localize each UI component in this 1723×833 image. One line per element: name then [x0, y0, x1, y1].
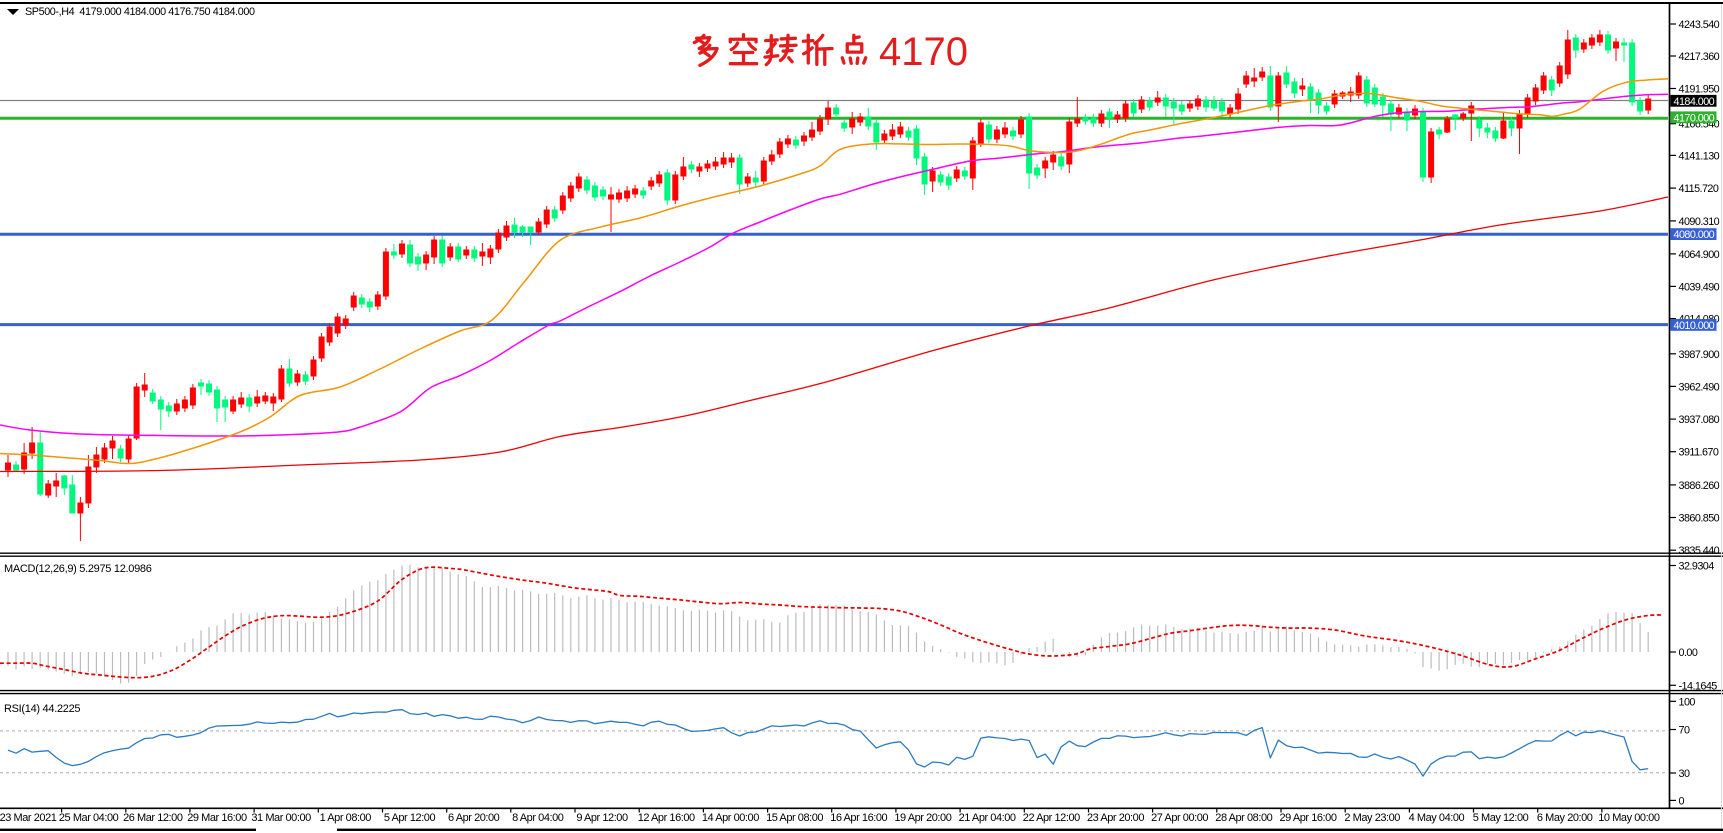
svg-text:29 Mar 16:00: 29 Mar 16:00: [187, 812, 247, 824]
svg-text:23 Apr 20:00: 23 Apr 20:00: [1087, 812, 1144, 824]
svg-text:SP500-,H4 4179.000 4184.000 4: SP500-,H4 4179.000 4184.000 4176.750 418…: [25, 6, 255, 18]
svg-text:3962.490: 3962.490: [1679, 381, 1720, 393]
svg-text:4039.490: 4039.490: [1679, 281, 1720, 293]
svg-text:4064.900: 4064.900: [1679, 249, 1720, 261]
svg-text:4080.000: 4080.000: [1674, 229, 1715, 241]
svg-text:3987.900: 3987.900: [1679, 349, 1720, 361]
svg-text:0.00: 0.00: [1679, 647, 1698, 659]
svg-text:31 Mar 00:00: 31 Mar 00:00: [251, 812, 311, 824]
svg-text:4217.360: 4217.360: [1679, 51, 1720, 63]
svg-text:28 Apr 08:00: 28 Apr 08:00: [1215, 812, 1272, 824]
svg-text:6 Apr 20:00: 6 Apr 20:00: [448, 812, 500, 824]
svg-text:0: 0: [1679, 795, 1685, 807]
svg-text:4090.310: 4090.310: [1679, 216, 1720, 228]
svg-text:9 Apr 12:00: 9 Apr 12:00: [576, 812, 628, 824]
svg-text:70: 70: [1679, 725, 1690, 737]
svg-text:10 May 00:00: 10 May 00:00: [1598, 812, 1660, 824]
svg-text:14 Apr 00:00: 14 Apr 00:00: [702, 812, 759, 824]
svg-text:4010.000: 4010.000: [1674, 320, 1715, 332]
svg-text:32.9304: 32.9304: [1679, 561, 1715, 573]
svg-text:3911.670: 3911.670: [1679, 447, 1719, 459]
svg-text:5 May 12:00: 5 May 12:00: [1473, 812, 1529, 824]
svg-text:3860.850: 3860.850: [1679, 513, 1720, 525]
svg-text:4115.720: 4115.720: [1679, 183, 1719, 195]
svg-text:27 Apr 00:00: 27 Apr 00:00: [1151, 812, 1208, 824]
svg-text:-14.1645: -14.1645: [1679, 680, 1718, 692]
svg-text:100: 100: [1679, 696, 1696, 708]
svg-text:RSI(14) 44.2225: RSI(14) 44.2225: [4, 703, 80, 715]
svg-text:16 Apr 16:00: 16 Apr 16:00: [830, 812, 887, 824]
svg-text:8 Apr 04:00: 8 Apr 04:00: [512, 812, 564, 824]
svg-text:4191.950: 4191.950: [1679, 84, 1720, 96]
svg-text:4170: 4170: [879, 30, 968, 74]
svg-text:6 May 20:00: 6 May 20:00: [1537, 812, 1593, 824]
svg-text:22 Apr 12:00: 22 Apr 12:00: [1023, 812, 1080, 824]
svg-text:3886.260: 3886.260: [1679, 480, 1720, 492]
svg-text:3937.080: 3937.080: [1679, 414, 1720, 426]
svg-text:3835.440: 3835.440: [1679, 545, 1720, 557]
svg-text:25 Mar 04:00: 25 Mar 04:00: [59, 812, 119, 824]
svg-text:5 Apr 12:00: 5 Apr 12:00: [384, 812, 436, 824]
svg-text:4170.000: 4170.000: [1674, 112, 1715, 124]
svg-text:4184.000: 4184.000: [1674, 96, 1715, 108]
svg-text:4243.540: 4243.540: [1679, 19, 1720, 31]
svg-text:MACD(12,26,9) 5.2975 12.0986: MACD(12,26,9) 5.2975 12.0986: [4, 563, 152, 575]
svg-text:29 Apr 16:00: 29 Apr 16:00: [1280, 812, 1337, 824]
svg-text:4141.130: 4141.130: [1679, 150, 1720, 162]
svg-text:4 May 04:00: 4 May 04:00: [1409, 812, 1465, 824]
svg-text:15 Apr 08:00: 15 Apr 08:00: [766, 812, 823, 824]
svg-text:2 May 23:00: 2 May 23:00: [1344, 812, 1400, 824]
svg-text:30: 30: [1679, 768, 1690, 780]
svg-text:19 Apr 20:00: 19 Apr 20:00: [894, 812, 951, 824]
svg-text:23 Mar 2021: 23 Mar 2021: [0, 812, 57, 824]
svg-text:1 Apr 08:00: 1 Apr 08:00: [320, 812, 372, 824]
svg-text:21 Apr 04:00: 21 Apr 04:00: [959, 812, 1016, 824]
svg-text:12 Apr 16:00: 12 Apr 16:00: [638, 812, 695, 824]
svg-text:26 Mar 12:00: 26 Mar 12:00: [123, 812, 183, 824]
